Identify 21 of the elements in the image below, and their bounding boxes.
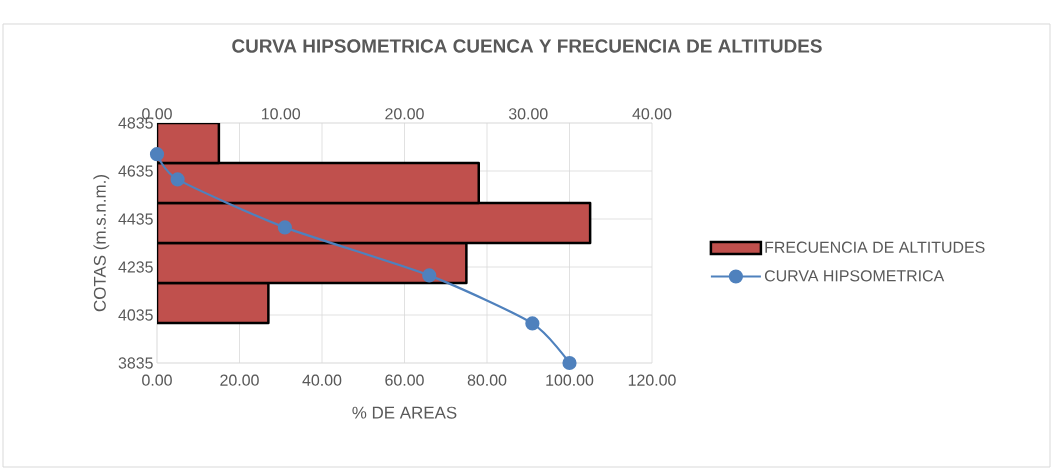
x-axis-title: % DE AREAS: [352, 406, 457, 419]
y-tick-label: 4035: [118, 309, 153, 321]
legend-label: CURVA HIPSOMETRICA: [764, 270, 945, 282]
y-axis-title: COTAS (m.s.n.m.): [93, 175, 110, 312]
x-tick-label: 120.00: [628, 374, 676, 386]
x-tick-label: 0.00: [142, 374, 172, 386]
y-tick-label: 3835: [118, 357, 153, 369]
x-tick-label: 40.00: [302, 374, 342, 386]
x2-tick-label: 40.00: [632, 108, 672, 120]
x-tick-label: 60.00: [385, 374, 424, 386]
x-tick-label: 80.00: [467, 374, 507, 386]
y-tick-label: 4235: [118, 261, 153, 273]
x-tick-label: 20.00: [220, 374, 259, 386]
y-tick-label: 4435: [118, 213, 153, 225]
legend-label: FRECUENCIA DE ALTITUDES: [765, 241, 985, 253]
x2-tick-label: 30.00: [508, 108, 548, 120]
x2-tick-label: 20.00: [385, 108, 424, 120]
x2-tick-label: 10.00: [262, 108, 301, 120]
y-tick-label: 4635: [118, 165, 153, 177]
chart-title: CURVA HIPSOMETRICA CUENCA Y FRECUENCIA DE ALTITUDES: [232, 39, 822, 53]
x-tick-label: 100.00: [546, 374, 594, 386]
